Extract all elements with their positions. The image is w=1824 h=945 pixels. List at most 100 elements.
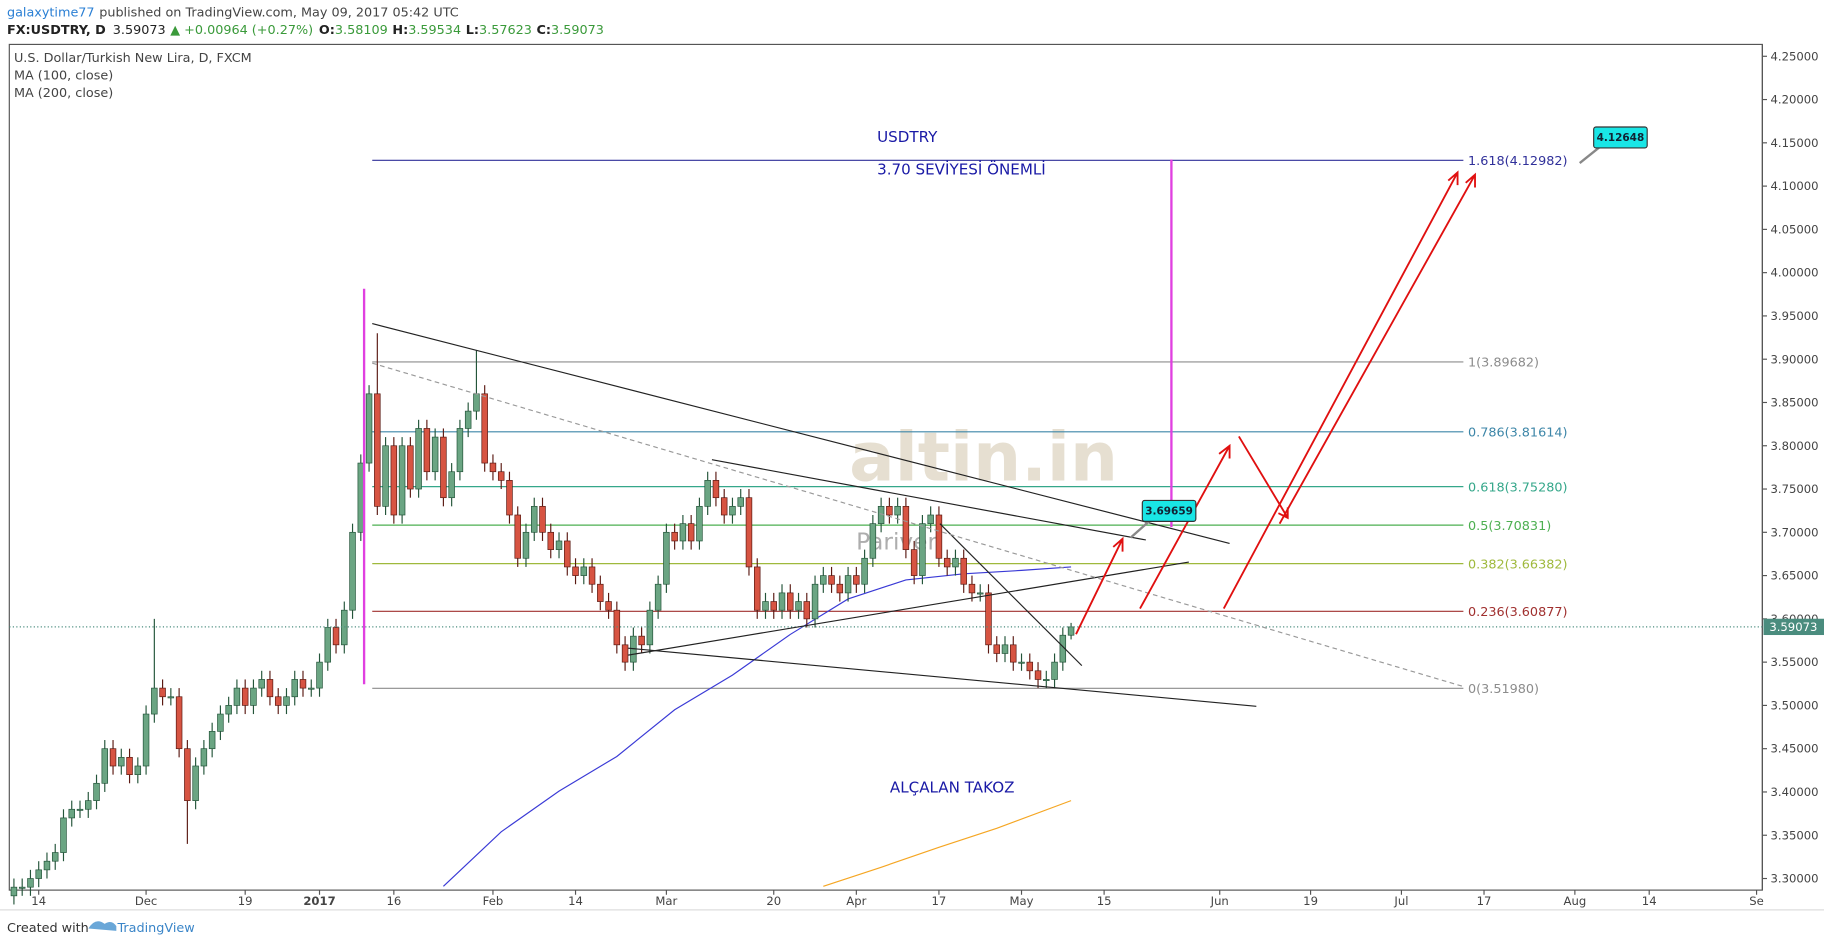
change: ▲ +0.00964 (+0.27%) [170, 23, 313, 38]
moving-average [823, 800, 1072, 887]
last-price-tag [1763, 618, 1824, 636]
trend-line [372, 323, 1230, 545]
candle-body [51, 852, 59, 862]
candle-body [869, 523, 877, 559]
candle-body [613, 609, 621, 646]
candle-body [308, 687, 315, 690]
x-tick-label: Feb [483, 894, 504, 908]
candle-body [539, 505, 546, 533]
fib-label: 0.786(3.81614) [1468, 425, 1567, 440]
candle-body [902, 505, 910, 550]
candle-body [93, 782, 100, 801]
candle-body [349, 531, 356, 611]
candle-body [192, 765, 199, 801]
candle-body [597, 583, 604, 602]
footer-text: Created with [7, 921, 89, 936]
candle-body [638, 635, 645, 646]
candle-body [415, 428, 422, 490]
candle-body [886, 505, 893, 516]
y-tick-label: 4.10000 [1770, 179, 1818, 193]
candle-body [76, 808, 84, 811]
candle-body [35, 869, 42, 879]
candle-body [547, 531, 555, 550]
callout-pointer [1129, 518, 1153, 539]
ohlc-label: H: [392, 23, 408, 38]
candle-body [671, 531, 678, 542]
candle-body [481, 393, 488, 464]
candle-body [142, 713, 150, 767]
candle-body [299, 679, 307, 689]
candle-body [836, 583, 844, 594]
candle-body [341, 609, 348, 646]
footer-brand[interactable]: TradingView [116, 921, 194, 936]
candle-body [208, 731, 216, 750]
y-tick-label: 4.00000 [1770, 266, 1818, 280]
candle-body [109, 748, 117, 767]
y-tick-label: 4.05000 [1770, 222, 1818, 236]
candle-body [580, 566, 588, 576]
callout-text: 4.12648 [1597, 132, 1645, 144]
candle-body [572, 566, 579, 576]
candle-body [795, 601, 802, 611]
arrow [1278, 172, 1476, 525]
y-tick-label: 3.75000 [1770, 482, 1818, 496]
candle-body [423, 428, 431, 473]
candle-body [68, 808, 75, 819]
candle-body [291, 679, 298, 698]
candle-body [844, 575, 852, 594]
candle-body [85, 800, 92, 810]
candle-body [1034, 670, 1042, 680]
legend-entry[interactable]: MA (200, close) [14, 86, 113, 101]
candle-body [1067, 626, 1075, 636]
author[interactable]: galaxytime77 [7, 6, 95, 21]
candle-body [803, 601, 811, 620]
x-tick-label: 2017 [303, 894, 335, 908]
fib-label: 1(3.89682) [1468, 356, 1539, 371]
candle-body [1010, 644, 1017, 663]
y-tick-label: 3.40000 [1770, 785, 1818, 799]
candle-body [27, 878, 34, 888]
fib-label: 0.382(3.66382) [1468, 557, 1567, 572]
candle-body [720, 497, 728, 516]
y-tick-label: 4.20000 [1770, 93, 1818, 107]
candle-body [861, 557, 868, 585]
candle-body [828, 575, 835, 585]
ohlc-value: 3.59073 [551, 23, 604, 38]
candle-body [935, 514, 943, 559]
candle-body [473, 393, 480, 412]
candle-body [126, 756, 133, 776]
annotation: ALÇALAN TAKOZ [890, 778, 1015, 796]
fib-label: 0.236(3.60877) [1468, 605, 1567, 620]
candle-body [960, 557, 967, 585]
candle-body [440, 436, 447, 499]
legend-entry[interactable]: MA (100, close) [14, 68, 113, 83]
moving-average [442, 566, 1072, 887]
candle-body [753, 566, 761, 611]
candle-body [555, 540, 563, 550]
y-tick-label: 3.95000 [1770, 309, 1818, 323]
candle-body [820, 575, 827, 585]
candle-body [737, 497, 744, 507]
candle-body [522, 531, 530, 559]
candle-body [894, 505, 901, 516]
candle-body [853, 575, 860, 585]
candle-body [564, 540, 571, 568]
x-tick-label: 20 [766, 894, 781, 908]
candle-body [398, 445, 406, 516]
arrow [1222, 170, 1459, 610]
candle-body [374, 393, 381, 507]
candle-body [588, 566, 596, 585]
candle-body [407, 445, 414, 490]
candle-body [663, 531, 670, 585]
candle-body [324, 627, 332, 663]
candle-body [1043, 679, 1050, 681]
y-tick-label: 3.80000 [1770, 439, 1818, 453]
ohlc-value: 3.58109 [335, 23, 388, 38]
candle-body [43, 860, 51, 871]
annotation: 3.70 SEVİYESİ ÖNEMLİ [877, 160, 1046, 179]
x-tick-label: 17 [1477, 894, 1492, 908]
candle-body [787, 592, 794, 611]
x-tick-label: 15 [1097, 894, 1112, 908]
candle-body [233, 687, 241, 706]
x-tick-label: 14 [568, 894, 583, 908]
